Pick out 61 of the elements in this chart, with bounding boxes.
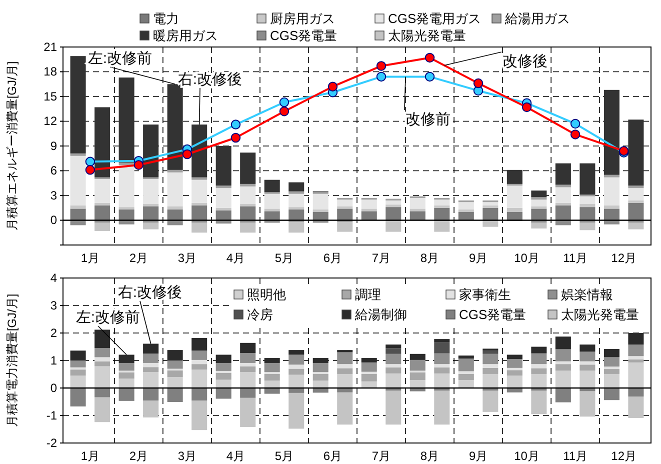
x-tick-label: 4月 [226, 449, 246, 463]
legend-label: 暖房用ガス [153, 28, 218, 43]
legend-label: CGS発電用ガス [388, 11, 482, 26]
x-tick-label: 6月 [323, 251, 342, 265]
legend-label: 給湯用ガス [504, 11, 570, 26]
legend-label: 太陽光発電量 [388, 28, 466, 43]
y-tick-label: 12 [44, 114, 58, 128]
y-tick-label: 6 [50, 164, 58, 178]
x-tick-label: 2月 [129, 449, 148, 463]
x-tick-label: 3月 [178, 449, 197, 463]
x-tick-label: 9月 [468, 449, 488, 463]
legend-label: 電力 [153, 11, 179, 26]
y-axis-title: 月積算電力消費量[GJ/月] [5, 294, 19, 428]
annotation: 右:改修後 [178, 71, 242, 88]
x-tick-label: 10月 [514, 449, 540, 463]
y-tick-label: 1 [50, 353, 58, 368]
x-tick-label: 1月 [80, 251, 100, 265]
annotation: 右:改修後 [118, 284, 182, 301]
y-tick-label: -2 [46, 436, 58, 450]
y-tick-label: 15 [44, 89, 58, 104]
legend-label: 厨房用ガス [270, 11, 335, 26]
x-tick-label: 2月 [129, 251, 148, 265]
legend-label: 給湯制御 [354, 307, 407, 322]
x-tick-label: 7月 [372, 251, 391, 265]
legend-label: CGS発電量 [270, 28, 338, 43]
y-tick-label: -1 [46, 408, 58, 422]
y-tick-label: 9 [50, 138, 58, 153]
legend-label: 調理 [355, 287, 381, 302]
x-tick-label: 8月 [420, 251, 440, 265]
x-tick-label: 5月 [274, 449, 294, 463]
x-tick-label: 10月 [514, 251, 540, 265]
x-tick-label: 6月 [323, 449, 342, 463]
legend-label: 照明他 [247, 287, 286, 302]
legend-label: 家事衛生 [459, 287, 511, 302]
x-tick-label: 11月 [563, 251, 588, 265]
x-tick-label: 12月 [611, 449, 637, 463]
y-tick-label: 2 [50, 326, 58, 340]
legend-label: CGS発電量 [459, 307, 526, 322]
annotation: 左:改修前 [88, 50, 152, 67]
x-tick-label: 4月 [226, 251, 246, 265]
x-tick-label: 8月 [420, 449, 440, 463]
y-tick-label: 0 [50, 213, 58, 228]
y-tick-label: 3 [50, 188, 58, 202]
y-tick-label: 4 [50, 270, 58, 285]
legend-label: 娯楽情報 [561, 287, 613, 302]
y-axis-title: 月積算エネルギー消費量[GJ/月] [5, 61, 19, 231]
x-tick-label: 3月 [178, 251, 197, 265]
y-tick-label: 21 [44, 40, 58, 54]
y-tick-label: 3 [50, 298, 58, 312]
x-tick-label: 7月 [372, 449, 391, 463]
legend-label: 冷房 [247, 307, 273, 322]
x-tick-label: 11月 [563, 449, 588, 463]
y-tick-label: 18 [44, 64, 58, 79]
x-tick-label: 12月 [611, 251, 637, 265]
x-tick-label: 5月 [274, 251, 294, 265]
series-label: 改修後 [502, 53, 548, 70]
legend-label: 太陽光発電量 [561, 307, 639, 322]
x-tick-label: 1月 [80, 449, 100, 463]
annotation: 左:改修前 [76, 309, 140, 326]
x-tick-label: 9月 [468, 251, 488, 265]
y-tick-label: 0 [50, 380, 58, 395]
